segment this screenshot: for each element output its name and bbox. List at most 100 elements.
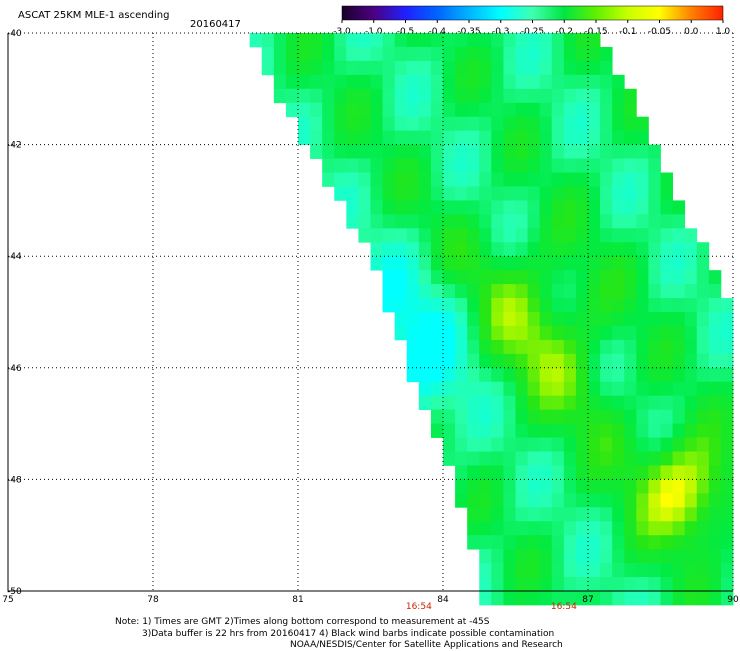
heatmap-cell <box>503 535 516 550</box>
heatmap-cell <box>660 312 673 327</box>
heatmap-cell <box>588 521 601 536</box>
heatmap-cell <box>624 465 637 480</box>
heatmap-cell <box>467 102 480 118</box>
heatmap-cell <box>672 479 686 494</box>
heatmap-cell <box>720 381 734 397</box>
heatmap-cell <box>479 535 492 550</box>
heatmap-cell <box>430 228 444 243</box>
heatmap-cell <box>394 186 408 201</box>
heatmap-cell <box>708 465 722 480</box>
heatmap-cell <box>563 563 577 578</box>
heatmap-cell <box>394 214 408 229</box>
heatmap-cell <box>273 33 287 48</box>
heatmap-cell <box>660 367 673 383</box>
heatmap-cell <box>636 409 649 424</box>
heatmap-cell <box>696 479 710 494</box>
heatmap-cell <box>394 242 408 257</box>
heatmap-cell <box>527 312 541 327</box>
heatmap-cell <box>696 367 710 383</box>
heatmap-cell <box>600 493 613 508</box>
heatmap-cell <box>273 60 287 76</box>
heatmap-cell <box>346 46 359 62</box>
heatmap-cell <box>334 102 347 118</box>
heatmap-cell <box>575 353 589 369</box>
heatmap-cell <box>310 74 323 90</box>
heatmap-cell <box>720 493 734 508</box>
heatmap-cell <box>708 423 722 438</box>
heatmap-cell <box>479 465 492 480</box>
heatmap-cell <box>503 381 516 397</box>
time-label: 16:54 <box>406 602 432 612</box>
heatmap-cell <box>455 493 468 508</box>
heatmap-cell <box>491 521 504 536</box>
heatmap-cell <box>660 521 673 536</box>
heatmap-cell <box>467 493 480 508</box>
heatmap-cell <box>696 591 710 606</box>
heatmap-cell <box>720 437 734 452</box>
heatmap-cell <box>588 298 601 313</box>
heatmap-cell <box>503 437 516 452</box>
heatmap-cell <box>588 214 601 229</box>
heatmap-cell <box>491 563 504 578</box>
heatmap-cell <box>455 102 468 118</box>
heatmap-cell <box>551 381 565 397</box>
heatmap-cell <box>515 521 528 536</box>
heatmap-cell <box>406 298 420 313</box>
heatmap-cell <box>563 339 577 355</box>
heatmap-cell <box>600 158 613 173</box>
heatmap-cell <box>382 102 396 118</box>
chart-date: 20160417 <box>190 19 241 30</box>
heatmap-cell <box>503 563 516 578</box>
heatmap-cell <box>624 116 637 132</box>
heatmap-cell <box>273 88 287 104</box>
heatmap-cell <box>382 158 396 173</box>
colorbar-tick-label: -0.2 <box>555 27 574 37</box>
heatmap-cell <box>479 493 492 508</box>
heatmap-cell <box>358 158 371 173</box>
heatmap-cell <box>527 88 541 104</box>
heatmap-cell <box>430 423 444 438</box>
heatmap-cell <box>672 507 686 522</box>
heatmap-cell <box>600 298 613 313</box>
heatmap-cell <box>575 186 589 201</box>
heatmap-cell <box>418 228 432 243</box>
heatmap-cell <box>443 33 456 48</box>
heatmap-cell <box>515 381 528 397</box>
heatmap-cell <box>418 33 432 48</box>
heatmap-cell <box>285 46 299 62</box>
heatmap-cell <box>660 325 673 341</box>
heatmap-cell <box>455 353 468 369</box>
heatmap-cell <box>563 451 577 466</box>
heatmap-cell <box>370 186 383 201</box>
heatmap-cell <box>406 256 420 271</box>
heatmap-cell <box>503 214 516 229</box>
heatmap-cell <box>600 507 613 522</box>
heatmap-cell <box>479 507 492 522</box>
heatmap-cell <box>648 256 661 271</box>
heatmap-cell <box>298 46 311 62</box>
heatmap-cell <box>491 367 504 383</box>
heatmap-cell <box>322 74 335 90</box>
heatmap-cell <box>600 381 613 397</box>
heatmap-cell <box>455 214 468 229</box>
heatmap-cell <box>358 88 371 104</box>
heatmap-cell <box>298 116 311 132</box>
heatmap-cell <box>479 144 492 159</box>
heatmap-cell <box>261 33 275 48</box>
heatmap-cell <box>430 116 444 132</box>
heatmap-cell <box>430 298 444 313</box>
heatmap-cell <box>418 46 432 62</box>
heatmap-cell <box>648 242 661 257</box>
heatmap-cell <box>406 60 420 76</box>
chart-title: ASCAT 25KM MLE-1 ascending <box>18 10 170 21</box>
heatmap-cell <box>648 298 661 313</box>
heatmap-cell <box>588 465 601 480</box>
heatmap-cell <box>660 549 673 564</box>
heatmap-cell <box>636 549 649 564</box>
heatmap-cell <box>624 437 637 452</box>
heatmap-cell <box>612 228 625 243</box>
heatmap-cell <box>467 395 480 411</box>
heatmap-cell <box>430 186 444 201</box>
colorbar-tick-label: -0.3 <box>491 27 510 37</box>
heatmap-cell <box>334 46 347 62</box>
